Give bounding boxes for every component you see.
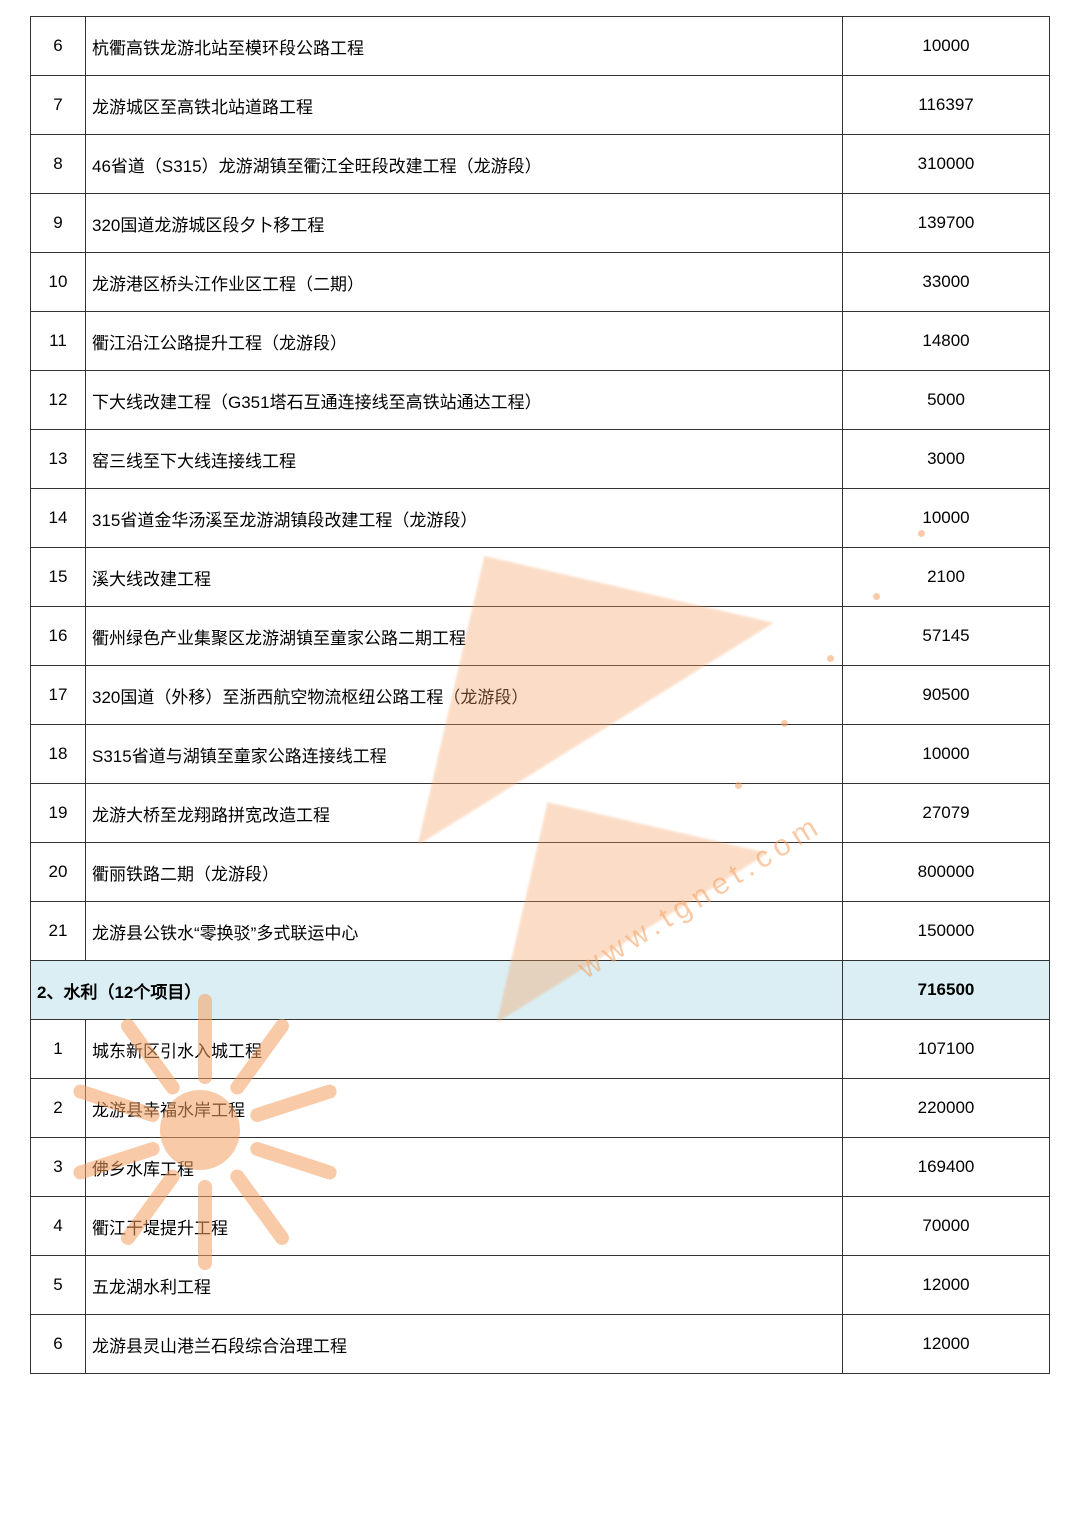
row-value: 14800	[843, 312, 1050, 371]
table-row: 16衢州绿色产业集聚区龙游湖镇至童家公路二期工程57145	[31, 607, 1050, 666]
row-value: 800000	[843, 843, 1050, 902]
row-project-name: 佛乡水库工程	[86, 1138, 843, 1197]
row-index: 15	[31, 548, 86, 607]
row-index: 21	[31, 902, 86, 961]
row-project-name: 46省道（S315）龙游湖镇至衢江全旺段改建工程（龙游段）	[86, 135, 843, 194]
table-row: 9320国道龙游城区段夕卜移工程139700	[31, 194, 1050, 253]
section-title: 2、水利（12个项目）	[31, 961, 843, 1020]
row-value: 3000	[843, 430, 1050, 489]
table-row: 10龙游港区桥头江作业区工程（二期）33000	[31, 253, 1050, 312]
row-index: 6	[31, 1315, 86, 1374]
row-value: 107100	[843, 1020, 1050, 1079]
table-row: 5五龙湖水利工程12000	[31, 1256, 1050, 1315]
row-index: 17	[31, 666, 86, 725]
row-value: 12000	[843, 1315, 1050, 1374]
row-index: 10	[31, 253, 86, 312]
row-project-name: 溪大线改建工程	[86, 548, 843, 607]
row-value: 116397	[843, 76, 1050, 135]
row-value: 150000	[843, 902, 1050, 961]
row-index: 20	[31, 843, 86, 902]
table-row: 20衢丽铁路二期（龙游段）800000	[31, 843, 1050, 902]
row-index: 19	[31, 784, 86, 843]
row-project-name: S315省道与湖镇至童家公路连接线工程	[86, 725, 843, 784]
row-project-name: 320国道（外移）至浙西航空物流枢纽公路工程（龙游段）	[86, 666, 843, 725]
table-row: 19龙游大桥至龙翔路拼宽改造工程27079	[31, 784, 1050, 843]
table-row: 2龙游县幸福水岸工程220000	[31, 1079, 1050, 1138]
row-index: 1	[31, 1020, 86, 1079]
row-project-name: 五龙湖水利工程	[86, 1256, 843, 1315]
row-index: 13	[31, 430, 86, 489]
row-value: 10000	[843, 489, 1050, 548]
row-value: 27079	[843, 784, 1050, 843]
row-value: 12000	[843, 1256, 1050, 1315]
section-total: 716500	[843, 961, 1050, 1020]
row-index: 14	[31, 489, 86, 548]
row-project-name: 龙游县幸福水岸工程	[86, 1079, 843, 1138]
table-row: 14315省道金华汤溪至龙游湖镇段改建工程（龙游段）10000	[31, 489, 1050, 548]
table-row: 7龙游城区至高铁北站道路工程116397	[31, 76, 1050, 135]
row-index: 6	[31, 17, 86, 76]
row-index: 12	[31, 371, 86, 430]
row-project-name: 龙游港区桥头江作业区工程（二期）	[86, 253, 843, 312]
table-row: 11衢江沿江公路提升工程（龙游段）14800	[31, 312, 1050, 371]
row-value: 57145	[843, 607, 1050, 666]
row-index: 3	[31, 1138, 86, 1197]
row-project-name: 下大线改建工程（G351塔石互通连接线至高铁站通达工程）	[86, 371, 843, 430]
row-index: 8	[31, 135, 86, 194]
row-project-name: 衢州绿色产业集聚区龙游湖镇至童家公路二期工程	[86, 607, 843, 666]
row-project-name: 衢丽铁路二期（龙游段）	[86, 843, 843, 902]
table-container: www.tgnet.com 6杭衢高铁龙游北站至模环段公路工程100007龙游城…	[0, 0, 1080, 1414]
projects-table: 6杭衢高铁龙游北站至模环段公路工程100007龙游城区至高铁北站道路工程1163…	[30, 16, 1050, 1374]
table-row: 6杭衢高铁龙游北站至模环段公路工程10000	[31, 17, 1050, 76]
row-project-name: 320国道龙游城区段夕卜移工程	[86, 194, 843, 253]
table-row: 4衢江干堤提升工程70000	[31, 1197, 1050, 1256]
row-value: 2100	[843, 548, 1050, 607]
row-project-name: 龙游大桥至龙翔路拼宽改造工程	[86, 784, 843, 843]
row-value: 169400	[843, 1138, 1050, 1197]
row-value: 70000	[843, 1197, 1050, 1256]
row-index: 16	[31, 607, 86, 666]
table-row: 17320国道（外移）至浙西航空物流枢纽公路工程（龙游段）90500	[31, 666, 1050, 725]
row-index: 9	[31, 194, 86, 253]
table-row: 6龙游县灵山港兰石段综合治理工程12000	[31, 1315, 1050, 1374]
table-row: 21龙游县公铁水“零换驳”多式联运中心150000	[31, 902, 1050, 961]
row-project-name: 城东新区引水入城工程	[86, 1020, 843, 1079]
row-value: 310000	[843, 135, 1050, 194]
table-row: 1城东新区引水入城工程107100	[31, 1020, 1050, 1079]
row-project-name: 龙游县公铁水“零换驳”多式联运中心	[86, 902, 843, 961]
row-index: 18	[31, 725, 86, 784]
row-project-name: 衢江干堤提升工程	[86, 1197, 843, 1256]
row-value: 220000	[843, 1079, 1050, 1138]
row-index: 2	[31, 1079, 86, 1138]
row-index: 7	[31, 76, 86, 135]
row-project-name: 315省道金华汤溪至龙游湖镇段改建工程（龙游段）	[86, 489, 843, 548]
row-value: 139700	[843, 194, 1050, 253]
table-row: 13窑三线至下大线连接线工程3000	[31, 430, 1050, 489]
row-project-name: 龙游城区至高铁北站道路工程	[86, 76, 843, 135]
row-value: 10000	[843, 725, 1050, 784]
row-value: 5000	[843, 371, 1050, 430]
row-index: 5	[31, 1256, 86, 1315]
table-row: 12下大线改建工程（G351塔石互通连接线至高铁站通达工程）5000	[31, 371, 1050, 430]
table-row: 3佛乡水库工程169400	[31, 1138, 1050, 1197]
row-project-name: 衢江沿江公路提升工程（龙游段）	[86, 312, 843, 371]
row-project-name: 龙游县灵山港兰石段综合治理工程	[86, 1315, 843, 1374]
row-index: 11	[31, 312, 86, 371]
row-project-name: 窑三线至下大线连接线工程	[86, 430, 843, 489]
section-header-row: 2、水利（12个项目）716500	[31, 961, 1050, 1020]
row-project-name: 杭衢高铁龙游北站至模环段公路工程	[86, 17, 843, 76]
table-row: 18S315省道与湖镇至童家公路连接线工程10000	[31, 725, 1050, 784]
table-row: 846省道（S315）龙游湖镇至衢江全旺段改建工程（龙游段）310000	[31, 135, 1050, 194]
table-row: 15溪大线改建工程2100	[31, 548, 1050, 607]
row-value: 33000	[843, 253, 1050, 312]
row-value: 90500	[843, 666, 1050, 725]
row-index: 4	[31, 1197, 86, 1256]
row-value: 10000	[843, 17, 1050, 76]
